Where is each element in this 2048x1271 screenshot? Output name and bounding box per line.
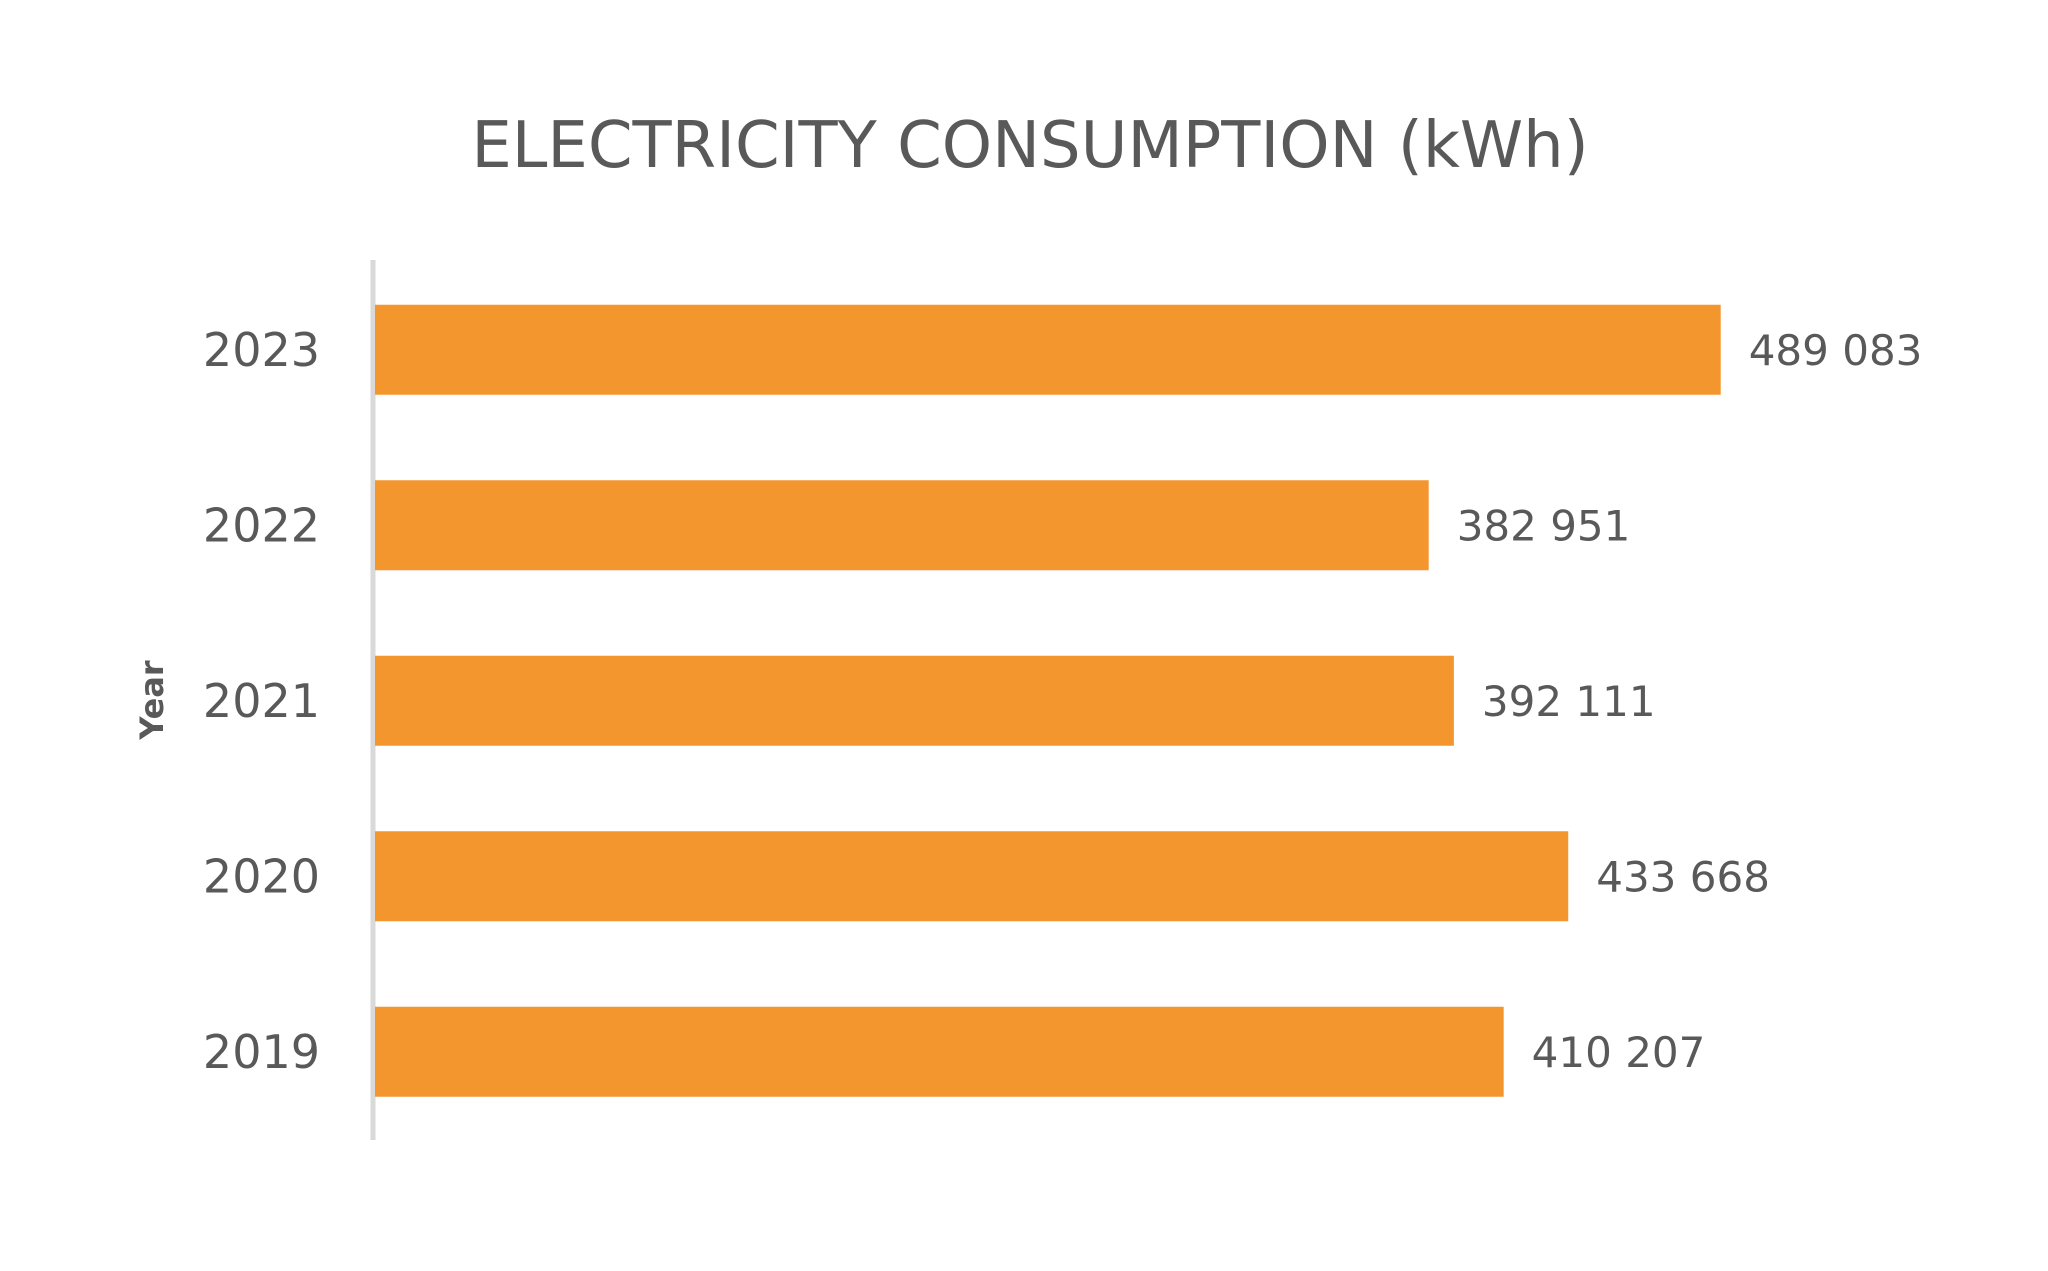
- data-label-2023: 489 083: [1749, 326, 1923, 375]
- chart-title: ELECTRICITY CONSUMPTION (kWh): [471, 109, 1588, 183]
- data-label-2020: 433 668: [1596, 852, 1770, 901]
- bar-2019: [375, 1006, 1504, 1097]
- data-label-2019: 410 207: [1532, 1028, 1706, 1077]
- data-labels-group: 489 083 382 951 392 111 433 668 410 207: [1457, 326, 1923, 1077]
- y-tick-label-2019: 2019: [203, 1025, 320, 1079]
- y-tick-label-2022: 2022: [203, 498, 320, 552]
- y-tick-label-2020: 2020: [203, 849, 320, 903]
- y-axis-title: Year: [133, 660, 171, 741]
- y-tick-label-2021: 2021: [203, 674, 320, 728]
- bar-2020: [375, 831, 1569, 922]
- data-label-2021: 392 111: [1482, 677, 1656, 726]
- bar-2022: [375, 480, 1429, 571]
- bar-2023: [375, 304, 1721, 395]
- y-tick-labels: 2023 2022 2021 2020 2019: [203, 323, 320, 1079]
- bars-group: [375, 304, 1721, 1097]
- bar-2021: [375, 655, 1454, 746]
- y-tick-label-2023: 2023: [203, 323, 320, 377]
- data-label-2022: 382 951: [1457, 501, 1631, 550]
